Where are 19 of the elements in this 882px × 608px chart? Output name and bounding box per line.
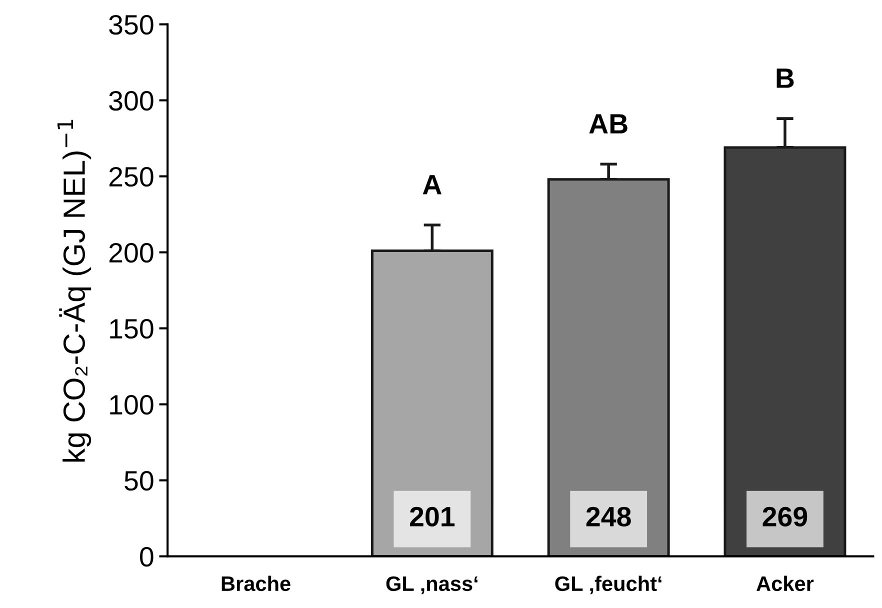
y-axis-title: kg CO₂-C-Äq (GJ NEL)$^{−1}$: [57, 120, 92, 462]
annotation: B: [776, 68, 794, 88]
x-tick-label: Acker: [756, 576, 814, 592]
data-label: 248: [586, 506, 631, 527]
x-tick-label: GL ‚nass‘: [386, 576, 478, 594]
y-tick-label: 150: [110, 318, 154, 339]
y-tick-label: 0: [140, 546, 154, 567]
y-tick-label: 200: [109, 242, 154, 263]
annotation: AB: [589, 114, 628, 134]
y-tick-label: 300: [109, 90, 154, 111]
data-label: 269: [762, 506, 808, 527]
x-tick-label: Brache: [222, 576, 290, 592]
x-tick-label: GL ‚feucht‘: [555, 576, 662, 594]
y-tick-label: 100: [110, 394, 154, 415]
y-tick-label: 50: [124, 470, 154, 491]
annotation: A: [422, 175, 442, 194]
data-label: 201: [410, 506, 455, 527]
y-tick-label: 250: [109, 166, 154, 187]
y-tick-label: 350: [109, 14, 154, 35]
